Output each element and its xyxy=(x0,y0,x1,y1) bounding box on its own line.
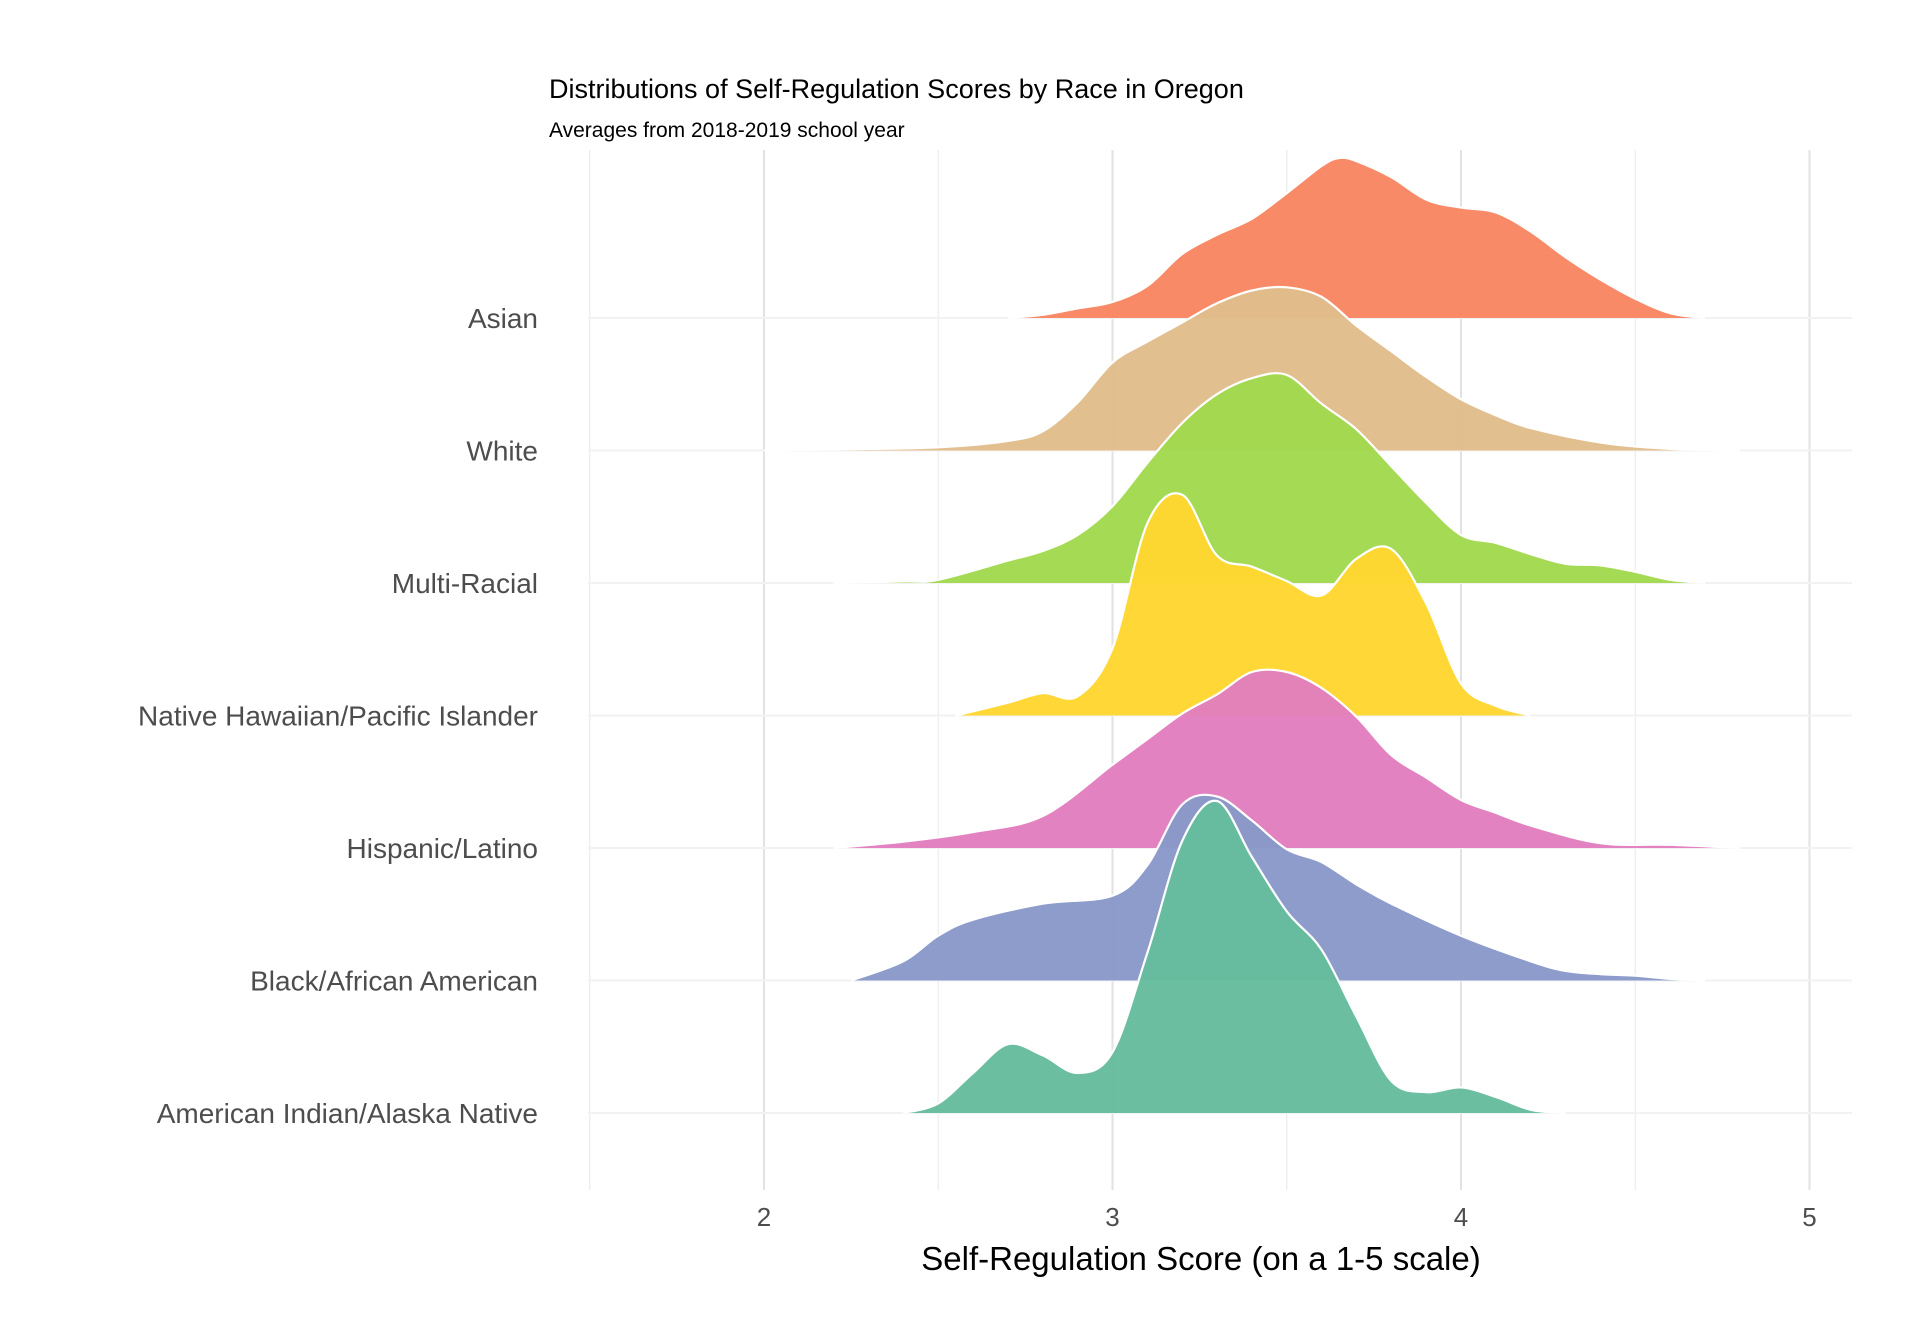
ridge-outline-native-hawaiian-pacific-islander xyxy=(955,492,1531,717)
x-tick-label: 3 xyxy=(1105,1202,1119,1232)
x-tick-label: 5 xyxy=(1802,1202,1816,1232)
category-label: Multi-Racial xyxy=(392,568,538,599)
x-axis-title: Self-Regulation Score (on a 1-5 scale) xyxy=(921,1240,1480,1277)
x-tick-label: 4 xyxy=(1454,1202,1468,1232)
chart-subtitle: Averages from 2018-2019 school year xyxy=(549,119,905,142)
ridge-outline-hispanic-latino xyxy=(833,668,1740,850)
chart-title: Distributions of Self-Regulation Scores … xyxy=(549,74,1244,104)
ridge-outline-american-indian-alaska-native xyxy=(903,799,1566,1115)
category-label: Native Hawaiian/Pacific Islander xyxy=(138,701,538,732)
ridge-fill-multi-racial xyxy=(833,373,1705,583)
ridge-outline-asian xyxy=(1007,156,1706,320)
category-label: White xyxy=(466,436,538,467)
ridge-fill-black-african-american xyxy=(851,794,1705,981)
category-label: Black/African American xyxy=(250,966,538,997)
ridge-fill-native-hawaiian-pacific-islander xyxy=(955,493,1531,716)
y-axis-labels: Asian White Multi-Racial Native Hawaiian/Pa… xyxy=(138,303,538,1129)
ridge-outline-multi-racial xyxy=(833,372,1706,585)
x-tick-label: 2 xyxy=(757,1202,771,1232)
category-label: American Indian/Alaska Native xyxy=(157,1098,538,1129)
x-axis-ticks: 2 3 4 5 xyxy=(757,1202,1817,1232)
ridge-outline-black-african-american xyxy=(850,793,1706,982)
category-label: Asian xyxy=(468,303,538,334)
ridge-fill-hispanic-latino xyxy=(833,669,1740,848)
ridge-outline-white xyxy=(763,285,1740,452)
ridge-fill-asian xyxy=(1008,157,1705,318)
ridge-fill-white xyxy=(764,286,1740,451)
category-label: Hispanic/Latino xyxy=(347,833,538,864)
density-ridges xyxy=(763,156,1740,1115)
ridge-fill-american-indian-alaska-native xyxy=(903,800,1566,1113)
